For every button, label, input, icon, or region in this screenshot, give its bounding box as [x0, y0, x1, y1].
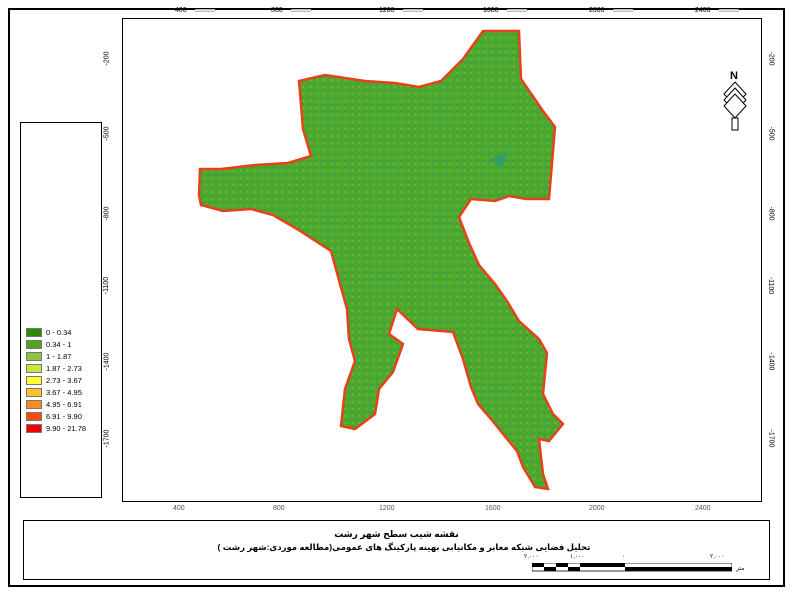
legend-label: 0.34 - 1: [46, 339, 72, 349]
tick-bar: [719, 9, 739, 12]
legend-swatch: [26, 423, 42, 433]
x-bottom-tick-2400: 2400: [695, 505, 711, 512]
legend-item: 0.34 - 1: [26, 339, 71, 349]
legend-item: 1.87 - 2.73: [26, 363, 82, 373]
north-arrow-icon: N: [720, 70, 750, 136]
scale-bar-graphic: [532, 563, 732, 572]
x-top-tick-1600: 1600: [483, 7, 499, 14]
y-right-tick-1100: -1100: [767, 276, 775, 295]
y-left-tick-1400: -1400: [103, 352, 111, 371]
scale-label: ۲,۰۰۰: [524, 554, 539, 560]
y-right-tick-500: -500: [767, 126, 775, 141]
legend-item: 0 - 0.34: [26, 327, 71, 337]
legend-item: 3.67 - 4.95: [26, 387, 82, 397]
scale-bar: ۲,۰۰۰ ۱,۰۰۰ ۰ ۲,۰۰۰ متر: [524, 553, 754, 575]
tick-bar: [291, 9, 311, 12]
north-label: N: [730, 70, 738, 82]
x-bottom-tick-1600: 1600: [485, 505, 501, 512]
legend-item: 1 - 1.87: [26, 351, 71, 361]
x-top-tick-2400: 2400: [695, 7, 711, 14]
outer-frame: [8, 8, 785, 587]
y-left-tick-800: -800: [103, 206, 111, 221]
map-subtitle: تحلیل فضایی شبکه معابر و مکانیابی بهینه …: [217, 542, 591, 552]
tick-bar: [507, 9, 527, 12]
legend-label: 6.91 - 9.90: [46, 411, 82, 421]
legend-label: 4.95 - 6.91: [46, 399, 82, 409]
scale-unit: متر: [736, 566, 745, 572]
legend-swatch: [26, 351, 42, 361]
tick-bar: [613, 9, 633, 12]
x-top-tick-2000: 2000: [589, 7, 605, 14]
legend-swatch: [26, 375, 42, 385]
x-bottom-tick-800: 800: [273, 505, 285, 512]
y-left-tick-1100: -1100: [103, 276, 111, 295]
legend-item: 2.73 - 3.67: [26, 375, 82, 385]
legend-label: 9.90 - 21.78: [46, 423, 87, 433]
legend-swatch: [26, 387, 42, 397]
legend: 0 - 0.34 0.34 - 1 1 - 1.87 1.87 - 2.73 2…: [20, 122, 102, 498]
x-top-tick-800: 800: [271, 7, 283, 14]
legend-swatch: [26, 411, 42, 421]
city-boundary: [197, 29, 565, 491]
city-slope-map: [197, 29, 565, 491]
legend-item: 6.91 - 9.90: [26, 411, 82, 421]
map-title: نقشه شیب سطح شهر رشت: [334, 529, 459, 539]
map-frame: 400 800 1200 1600 2000 2400 400 800 1200…: [122, 7, 762, 512]
y-left-tick-500: -500: [103, 126, 111, 141]
x-top-tick-1200: 1200: [379, 7, 395, 14]
x-top-tick-400: 400: [175, 7, 187, 14]
legend-item: 9.90 - 21.78: [26, 423, 86, 433]
y-left-tick-200: -200: [103, 51, 111, 66]
y-left-tick-1700: -1700: [103, 429, 111, 448]
legend-label: 1 - 1.87: [46, 351, 72, 361]
y-right-tick-1400: -1400: [767, 352, 775, 371]
compass-icon: [723, 81, 747, 131]
x-bottom-tick-400: 400: [173, 505, 185, 512]
legend-swatch: [26, 363, 42, 373]
scale-label: ۰: [622, 554, 626, 560]
tick-bar: [195, 9, 215, 12]
y-right-tick-1700: -1700: [767, 429, 775, 448]
y-right-tick-800: -800: [767, 206, 775, 221]
y-right-tick-200: -200: [767, 51, 775, 66]
title-box: نقشه شیب سطح شهر رشت تحلیل فضایی شبکه مع…: [23, 520, 770, 580]
legend-label: 3.67 - 4.95: [46, 387, 82, 397]
x-bottom-tick-2000: 2000: [589, 505, 605, 512]
legend-swatch: [26, 399, 42, 409]
legend-swatch: [26, 327, 42, 337]
legend-label: 1.87 - 2.73: [46, 363, 82, 373]
legend-swatch: [26, 339, 42, 349]
scale-label: ۲,۰۰۰: [710, 554, 725, 560]
x-bottom-tick-1200: 1200: [379, 505, 395, 512]
legend-item: 4.95 - 6.91: [26, 399, 82, 409]
scale-label: ۱,۰۰۰: [570, 554, 585, 560]
tick-bar: [403, 9, 423, 12]
legend-label: 0 - 0.34: [46, 327, 72, 337]
legend-label: 2.73 - 3.67: [46, 375, 82, 385]
